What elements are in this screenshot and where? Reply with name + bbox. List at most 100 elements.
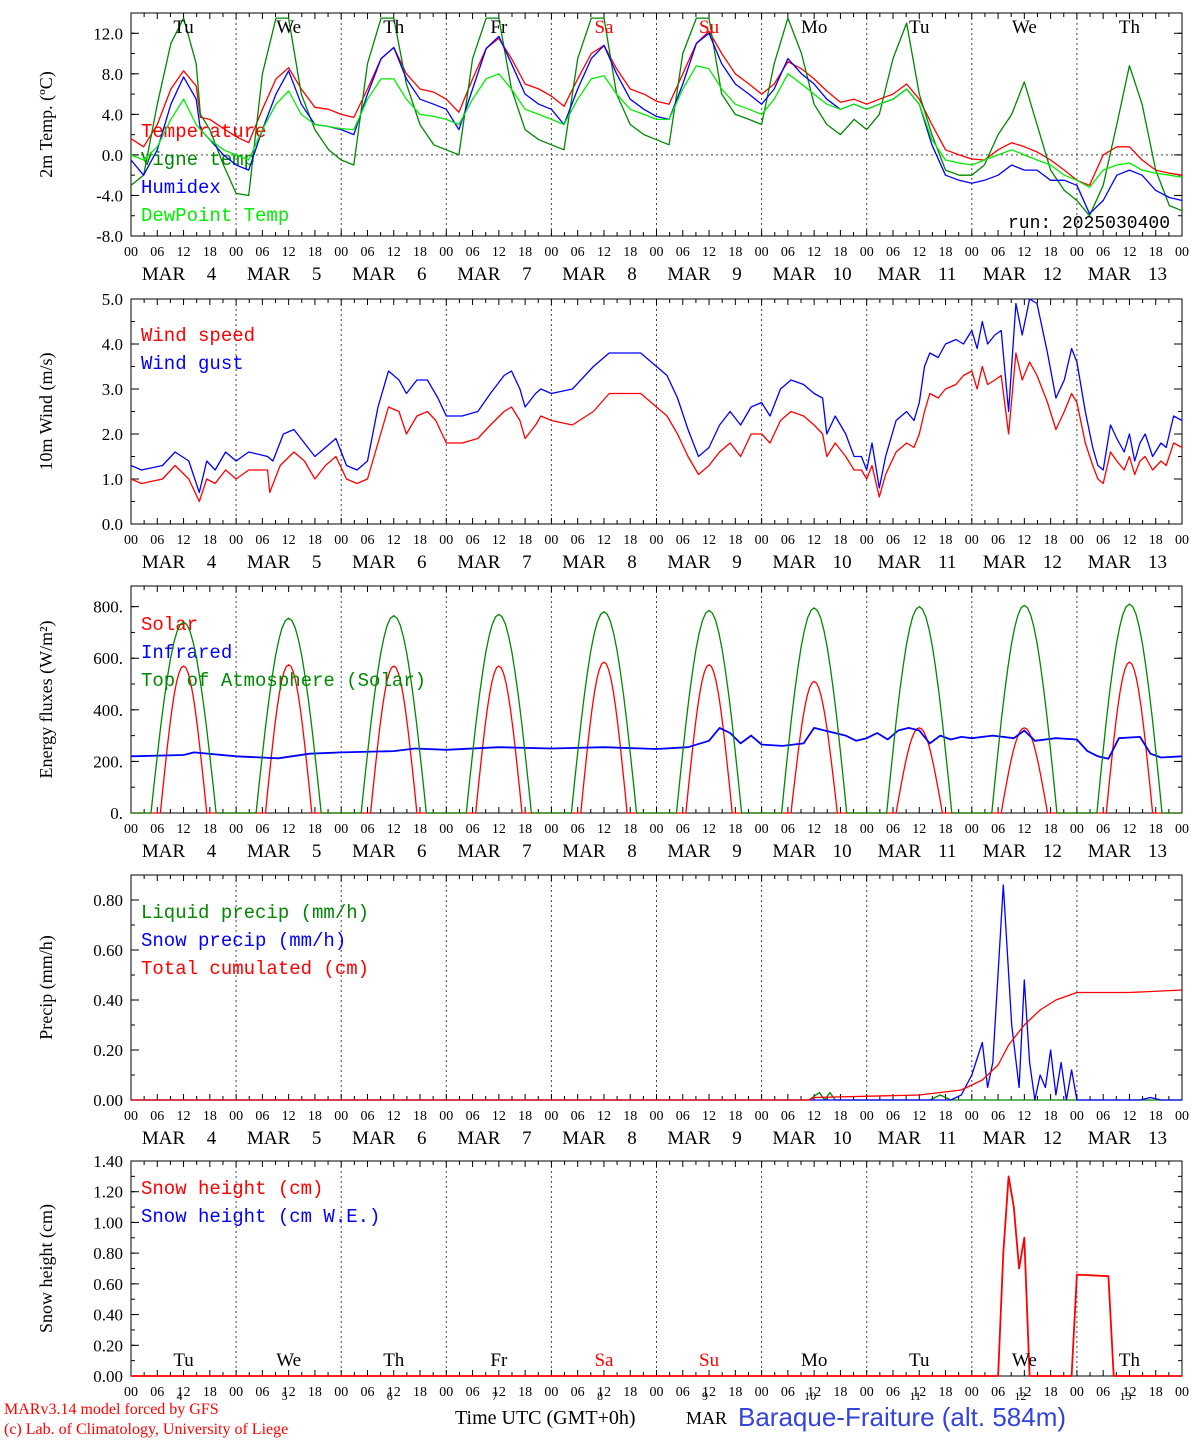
day-name-label: Fr (490, 17, 508, 38)
date-month-label: MAR (457, 841, 501, 862)
hour-label: 18 (1149, 1385, 1163, 1400)
date-month-label: MAR (878, 552, 922, 573)
plot-frame (130, 585, 1183, 814)
hour-label: 06 (1096, 533, 1110, 548)
hour-label: 00 (860, 822, 874, 837)
date-month-label: MAR (562, 264, 606, 285)
hour-label: 06 (781, 245, 795, 260)
date-day-label: 9 (732, 841, 742, 862)
hour-label: 18 (728, 1385, 742, 1400)
legend-entry: Humidex (141, 177, 221, 199)
hour-label: 00 (124, 245, 138, 260)
hour-label: 00 (439, 822, 453, 837)
hour-label: 18 (413, 533, 427, 548)
hour-label: 06 (676, 1109, 690, 1124)
date-day-label: 8 (627, 264, 637, 285)
hour-label: 06 (886, 822, 900, 837)
y-tick-label: 5.0 (102, 290, 123, 309)
day-name-label: Fr (490, 1350, 508, 1371)
y-tick-label: 0.80 (93, 1244, 123, 1263)
hour-label: 00 (755, 245, 769, 260)
hour-label: 18 (939, 822, 953, 837)
hour-label: 12 (282, 245, 296, 260)
hour-label: 00 (544, 1109, 558, 1124)
date-month-label: MAR (878, 1128, 922, 1149)
day-name-label: Sa (594, 1350, 614, 1371)
y-tick-label: 0.20 (93, 1041, 123, 1060)
hour-label: 00 (965, 1385, 979, 1400)
y-tick-label: 0.00 (93, 1091, 123, 1110)
date-month-label: MAR (247, 1128, 291, 1149)
hour-label: 12 (492, 1109, 506, 1124)
hour-label: 12 (597, 1109, 611, 1124)
hour-label: 00 (650, 1109, 664, 1124)
hour-label: 00 (860, 1109, 874, 1124)
legend-entry: DewPoint Temp (141, 205, 289, 227)
hour-label: 00 (1070, 822, 1084, 837)
hour-label: 12 (1017, 1385, 1031, 1400)
hour-label: 00 (650, 1385, 664, 1400)
y-tick-label: 4.0 (102, 335, 123, 354)
date-day-label: 9 (732, 552, 742, 573)
legend-entry: Snow precip (mm/h) (141, 930, 346, 952)
date-day-label: 9 (702, 1389, 708, 1403)
hour-label: 18 (413, 1109, 427, 1124)
hour-label: 00 (860, 245, 874, 260)
date-month-label: MAR (983, 552, 1027, 573)
hour-label: 00 (650, 533, 664, 548)
hour-label: 00 (544, 245, 558, 260)
hour-label: 18 (308, 822, 322, 837)
hour-label: 12 (807, 245, 821, 260)
hour-label: 18 (1044, 533, 1058, 548)
y-tick-label: 4.0 (102, 105, 123, 124)
hour-label: 12 (702, 1385, 716, 1400)
hour-label: 06 (150, 533, 164, 548)
hour-label: 00 (124, 1385, 138, 1400)
date-month-label: MAR (352, 264, 396, 285)
hour-label: 18 (833, 1109, 847, 1124)
hour-label: 06 (360, 1385, 374, 1400)
hour-label: 00 (1175, 533, 1189, 548)
legend-entry: Vigne temp (141, 149, 255, 171)
date-month-label: MAR (667, 1128, 711, 1149)
hour-label: 06 (571, 1385, 585, 1400)
hour-label: 12 (1017, 245, 1031, 260)
hour-label: 12 (702, 533, 716, 548)
date-month-label: MAR (457, 552, 501, 573)
date-day-label: 13 (1148, 264, 1167, 285)
hour-label: 12 (912, 533, 926, 548)
hour-label: 00 (229, 1385, 243, 1400)
hour-label: 12 (387, 533, 401, 548)
hour-label: 18 (308, 533, 322, 548)
y-tick-label: 1.40 (93, 1152, 123, 1171)
hour-label: 06 (781, 822, 795, 837)
date-month-label: MAR (352, 552, 396, 573)
date-month-label: MAR (247, 264, 291, 285)
date-month-label: MAR (773, 1128, 817, 1149)
hour-label: 06 (991, 1385, 1005, 1400)
hour-label: 00 (755, 822, 769, 837)
date-day-label: 8 (627, 841, 637, 862)
hour-label: 12 (807, 1109, 821, 1124)
hour-label: 18 (518, 245, 532, 260)
legend-entry: Total cumulated (cm) (141, 958, 369, 980)
hour-label: 18 (939, 1385, 953, 1400)
hour-label: 18 (939, 1109, 953, 1124)
legend-entry: Wind gust (141, 353, 244, 375)
date-day-label: 10 (833, 841, 852, 862)
hour-label: 12 (912, 1109, 926, 1124)
hour-label: 18 (413, 1385, 427, 1400)
hour-label: 18 (203, 533, 217, 548)
date-day-label: 4 (207, 552, 217, 573)
legend-entry: Snow height (cm W.E.) (141, 1206, 380, 1228)
hour-label: 06 (255, 245, 269, 260)
hour-label: 06 (1096, 1109, 1110, 1124)
day-name-label: Tu (909, 17, 930, 38)
hour-label: 12 (912, 245, 926, 260)
series-line-infrared (130, 727, 1183, 760)
hour-label: 00 (334, 533, 348, 548)
series-line-wind-gust (130, 298, 1183, 494)
hour-label: 12 (807, 533, 821, 548)
date-month-label: MAR (983, 1128, 1027, 1149)
date-day-label: 6 (417, 552, 427, 573)
